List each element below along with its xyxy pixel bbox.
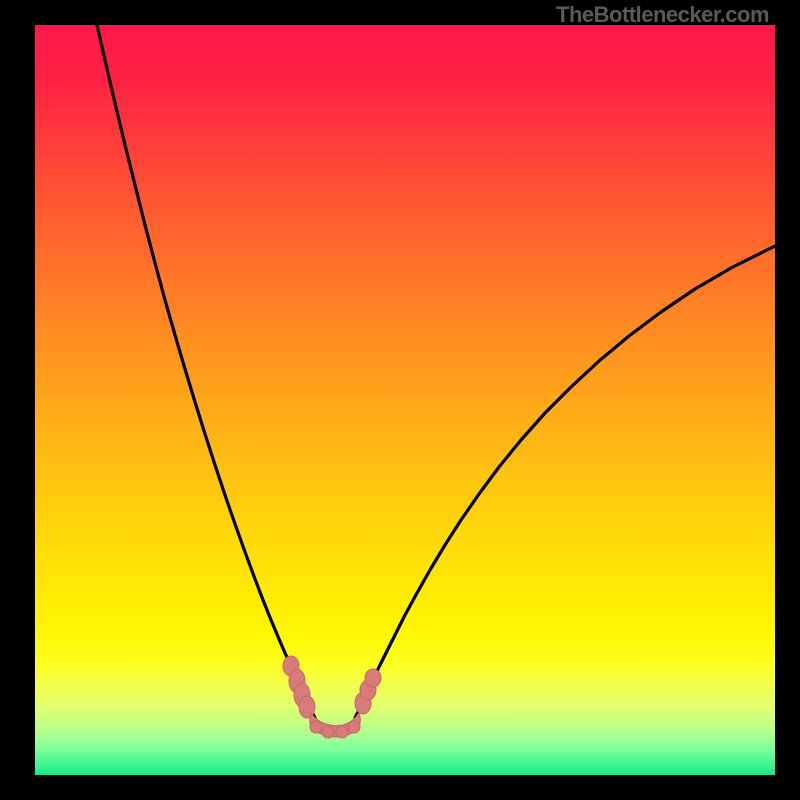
marker-bottom-dot <box>336 726 348 738</box>
marker-bottom-dot <box>310 721 322 733</box>
marker-bottom-dot <box>322 726 334 738</box>
chart-svg <box>35 25 775 775</box>
plot-area <box>35 25 775 775</box>
watermark-text: TheBottlenecker.com <box>556 2 769 28</box>
marker-cap <box>365 669 381 687</box>
marker-bottom-dot <box>348 721 360 733</box>
gradient-background <box>35 25 775 775</box>
